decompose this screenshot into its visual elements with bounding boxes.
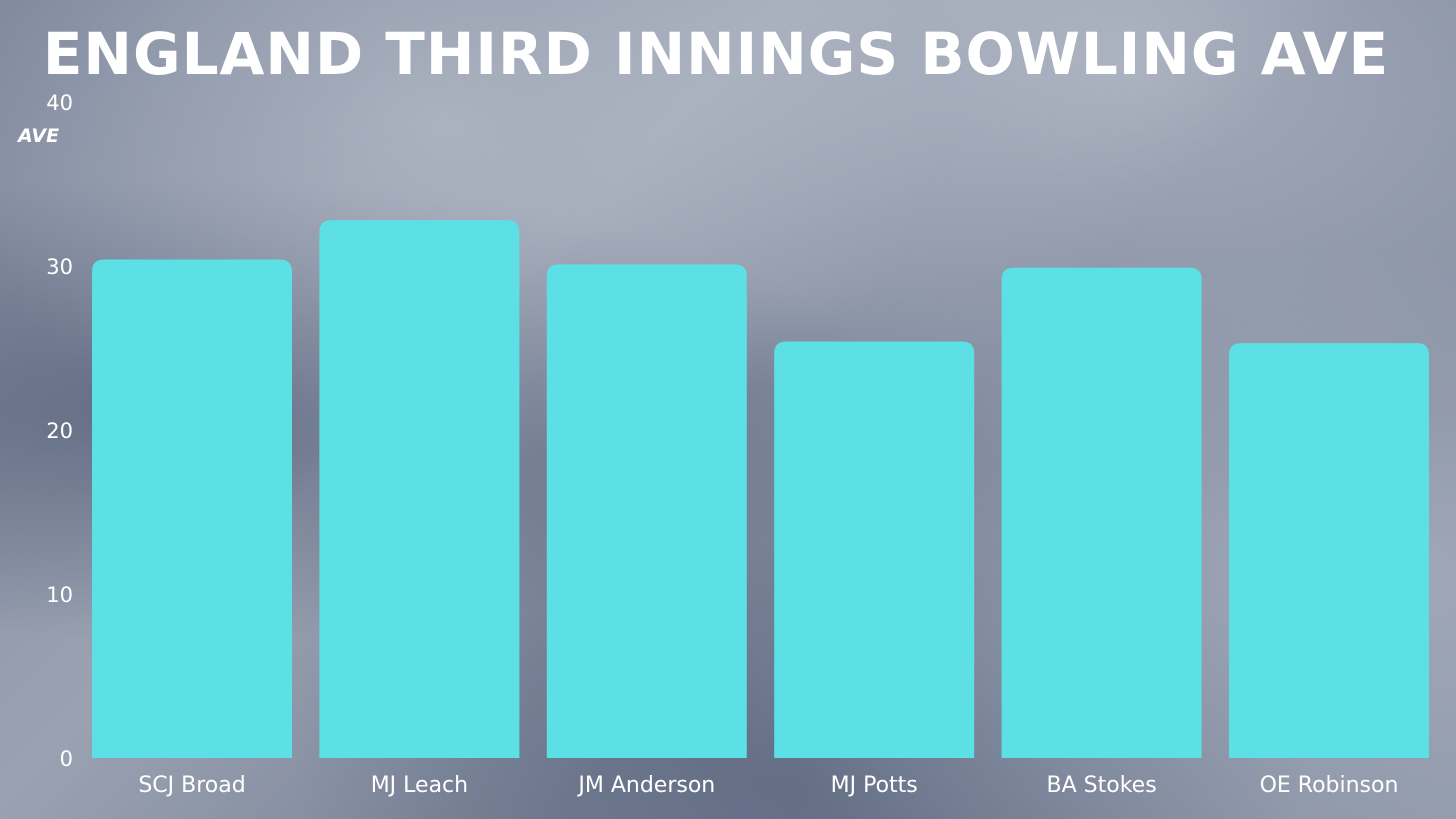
bar bbox=[546, 264, 747, 758]
x-tick-label: SCJ Broad bbox=[138, 773, 245, 798]
chart-title: ENGLAND THIRD INNINGS BOWLING AVE bbox=[43, 20, 1389, 88]
x-tick-label: MJ Potts bbox=[831, 773, 918, 798]
bar bbox=[1001, 267, 1202, 758]
y-tick-label: 10 bbox=[46, 583, 73, 607]
y-axis-label: AVE bbox=[16, 125, 59, 147]
bars-group bbox=[92, 220, 1429, 758]
x-axis-labels: SCJ Broad MJ Leach JM Anderson MJ Potts BA S… bbox=[138, 773, 1398, 798]
y-tick-label: 20 bbox=[46, 419, 73, 443]
x-tick-label: BA Stokes bbox=[1047, 773, 1157, 798]
y-tick-label: 0 bbox=[60, 747, 73, 771]
x-tick-label: OE Robinson bbox=[1260, 773, 1399, 798]
bar bbox=[319, 220, 520, 758]
y-tick-label: 40 bbox=[46, 91, 73, 115]
bar bbox=[774, 341, 975, 758]
x-tick-label: JM Anderson bbox=[576, 773, 715, 798]
y-axis-ticks: 0 10 20 30 40 bbox=[46, 91, 73, 771]
y-tick-label: 30 bbox=[46, 255, 73, 279]
bar bbox=[1229, 343, 1429, 758]
bar bbox=[92, 259, 292, 758]
x-tick-label: MJ Leach bbox=[371, 773, 468, 798]
